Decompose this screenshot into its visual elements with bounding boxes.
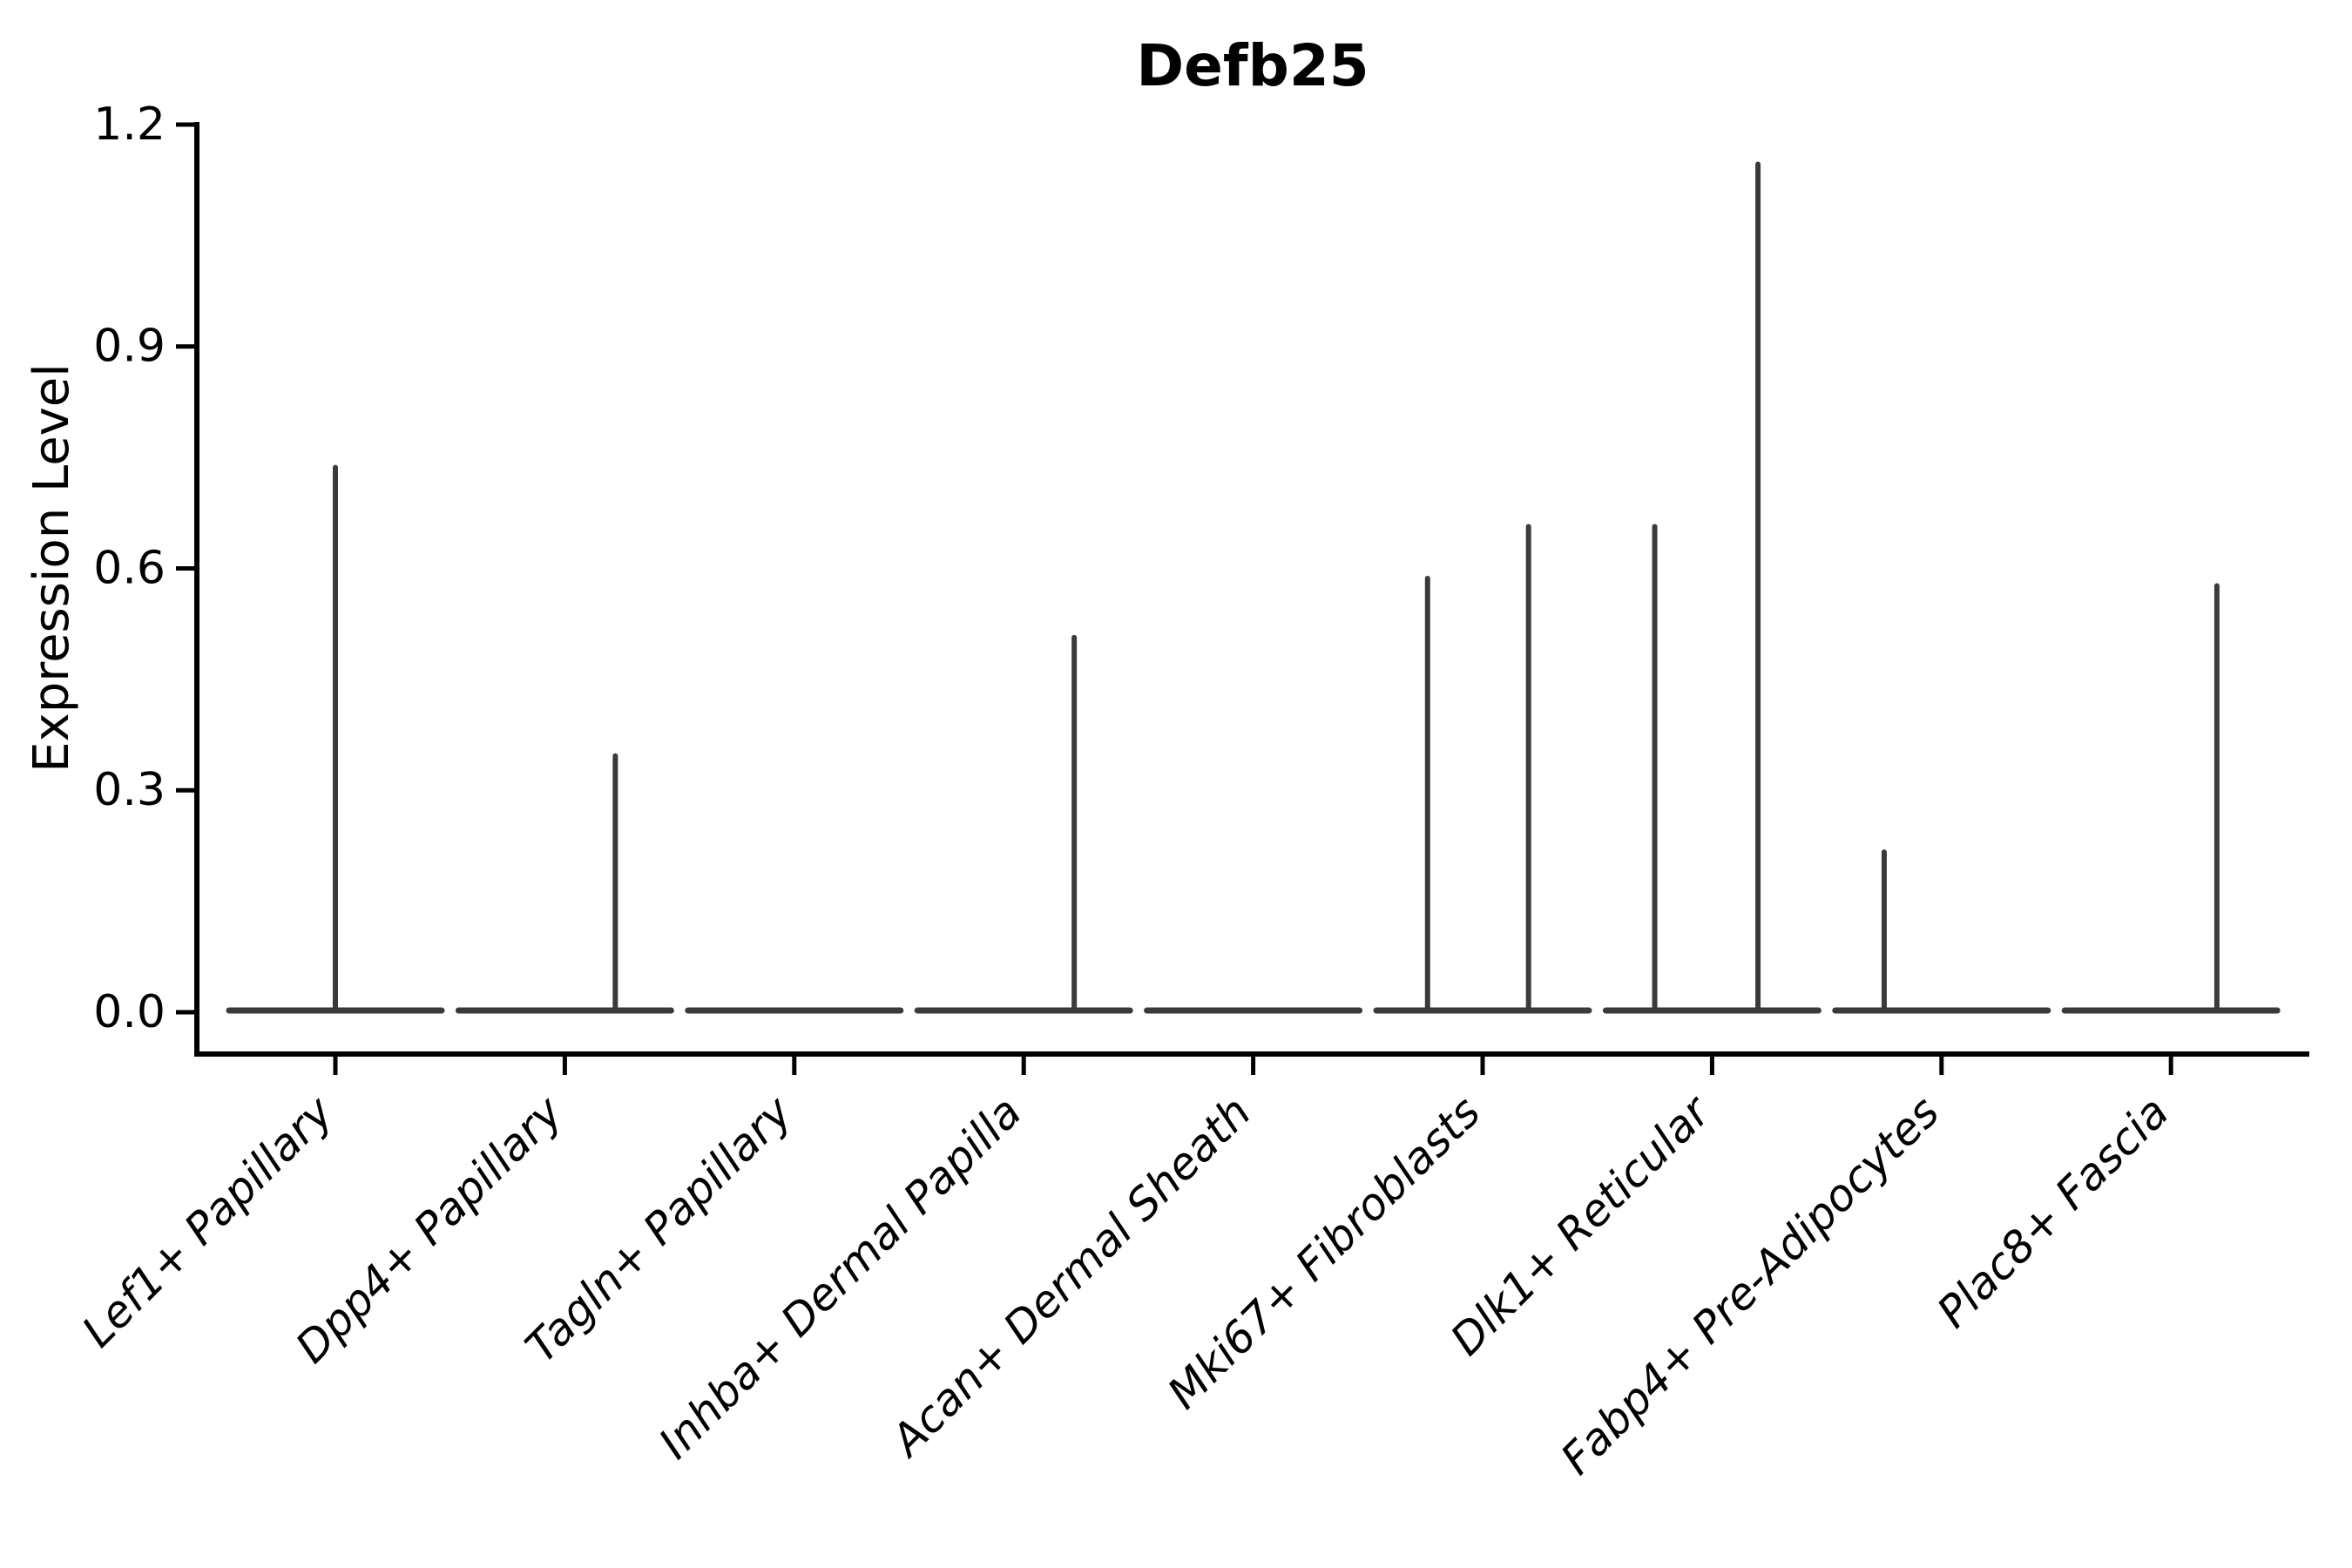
y-tick-labels: 0.0 0.3 0.6 0.9 1.2 (93, 98, 166, 1038)
x-category-label: Fabp4+ Pre-Adipocytes (1551, 1086, 1950, 1484)
x-category-label: Lef1+ Papillary (72, 1085, 343, 1356)
violins-layer (226, 161, 2281, 1014)
y-ticks (176, 122, 197, 1015)
x-category-label: Plac8+ Fascia (1928, 1086, 2179, 1337)
x-ticks (333, 1054, 2173, 1075)
y-tick-label: 0.0 (93, 986, 166, 1038)
labels-layer: Defb25 Expression Level 0.00.30.60.91.2 … (24, 32, 2179, 1484)
y-tick-label: 0.6 (93, 542, 166, 594)
x-category-label: Acan+ Dermal Sheath (880, 1086, 1260, 1467)
y-axis-label: Expression Level (24, 363, 80, 773)
x-category-label: Inhba+ Dermal Papilla (649, 1086, 1031, 1468)
chart-title: Defb25 (1136, 32, 1369, 99)
y-tick-label: 1.2 (93, 98, 166, 151)
y-tick-label: 0.9 (93, 321, 166, 373)
axes-layer (176, 122, 2309, 1075)
y-tick-label: 0.3 (93, 764, 166, 816)
